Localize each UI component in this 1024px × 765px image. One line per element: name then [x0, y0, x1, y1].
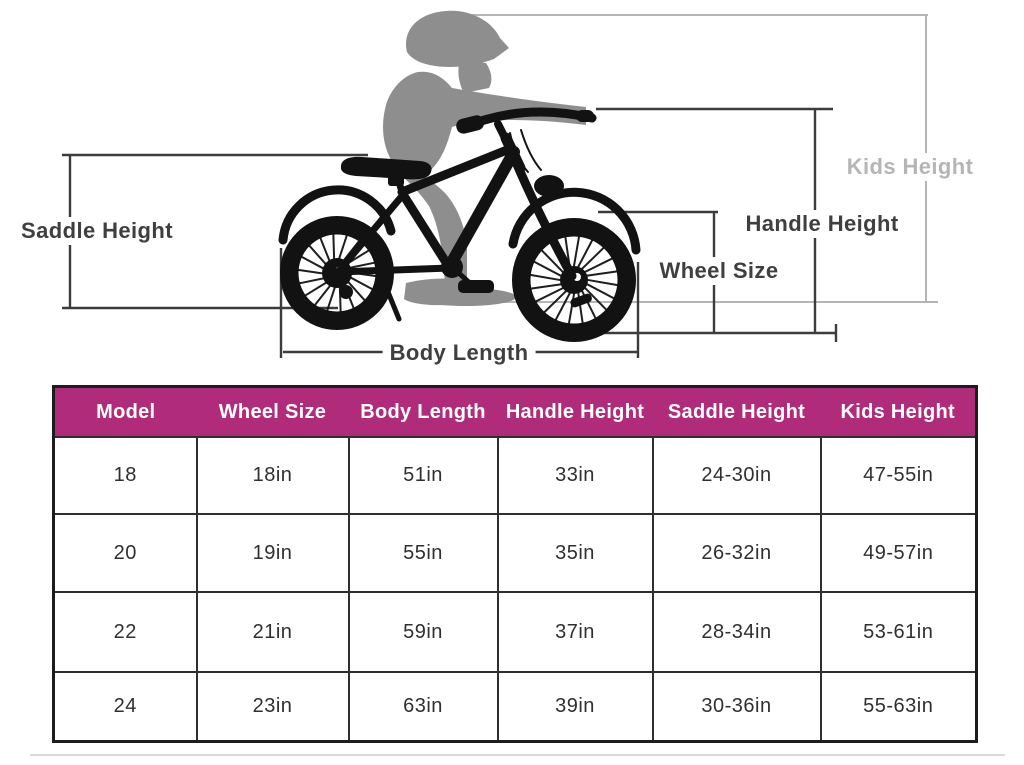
table-cell: 47-55in — [819, 436, 978, 515]
seatstay — [334, 192, 406, 276]
table-cell: 55in — [347, 513, 499, 593]
table-cell: 22 — [52, 591, 198, 673]
table-cell: 53-61in — [819, 591, 978, 673]
column-header-wheel-size: Wheel Size — [196, 386, 349, 437]
column-header-saddle-height: Saddle Height — [652, 386, 821, 437]
stem — [494, 120, 510, 144]
front-fender — [508, 187, 641, 255]
rear-fender — [278, 185, 396, 245]
saddle-height-label: Saddle Height — [14, 217, 180, 245]
top-tube — [397, 143, 517, 197]
ground-reference-line — [576, 324, 838, 342]
table-cell: 59in — [347, 591, 499, 673]
front-wheel — [512, 218, 636, 342]
size-table-section: Model Wheel Size Body Length Handle Heig… — [52, 385, 978, 743]
rear-derailleur — [339, 285, 353, 299]
seat-tube — [399, 191, 452, 269]
table-row: 24 23in 63in 39in 30-36in 55-63in — [52, 671, 978, 743]
table-row: 20 19in 55in 35in 26-32in 49-57in — [52, 513, 978, 593]
column-header-model: Model — [53, 386, 197, 437]
table-cell: 20 — [52, 513, 198, 593]
pedal — [458, 280, 494, 293]
table-cell: 30-36in — [651, 671, 822, 743]
table-cell: 49-57in — [819, 513, 978, 593]
bike-silhouette — [278, 107, 641, 342]
column-header-handle-height: Handle Height — [497, 386, 653, 437]
table-cell: 26-32in — [651, 513, 822, 593]
table-row: 18 18in 51in 33in 24-30in 47-55in — [52, 436, 978, 515]
table-cell: 39in — [496, 671, 654, 743]
table-cell: 37in — [496, 591, 654, 673]
chainstay — [334, 264, 454, 276]
table-cell: 23in — [195, 671, 350, 743]
column-header-body-length: Body Length — [348, 386, 498, 437]
handle-height-label: Handle Height — [738, 210, 906, 238]
bike-diagram-art — [62, 10, 938, 358]
brake-cable — [520, 129, 542, 171]
wheel-reflector — [570, 293, 592, 308]
down-tube — [446, 146, 520, 268]
front-light — [534, 175, 564, 197]
kickstand — [385, 289, 402, 322]
table-cell: 21in — [195, 591, 350, 673]
table-cell: 24-30in — [651, 436, 822, 515]
fork — [511, 157, 577, 281]
table-shadow-line — [30, 754, 1005, 756]
saddle — [340, 156, 432, 180]
table-header-row: Model Wheel Size Body Length Handle Heig… — [53, 386, 977, 437]
brake-cable — [509, 132, 529, 173]
size-table: Model Wheel Size Body Length Handle Heig… — [52, 385, 978, 743]
bike-fit-diagram: Saddle Height Kids Height Handle Height … — [0, 0, 1024, 380]
table-cell: 18in — [195, 436, 350, 515]
table-cell: 19in — [195, 513, 350, 593]
table-cell: 63in — [347, 671, 499, 743]
table-cell: 55-63in — [819, 671, 978, 743]
table-row: 22 21in 59in 37in 28-34in 53-61in — [52, 591, 978, 673]
table-cell: 28-34in — [651, 591, 822, 673]
table-cell: 24 — [52, 671, 198, 743]
table-cell: 35in — [496, 513, 654, 593]
kids-height-label: Kids Height — [839, 153, 981, 181]
body-length-label: Body Length — [382, 339, 536, 367]
left-grip — [456, 115, 485, 134]
column-header-kids-height: Kids Height — [820, 386, 977, 437]
table-cell: 18 — [52, 436, 198, 515]
wheel-size-label: Wheel Size — [652, 257, 786, 285]
table-cell: 33in — [496, 436, 654, 515]
brake-lever — [553, 109, 591, 119]
table-cell: 51in — [347, 436, 499, 515]
